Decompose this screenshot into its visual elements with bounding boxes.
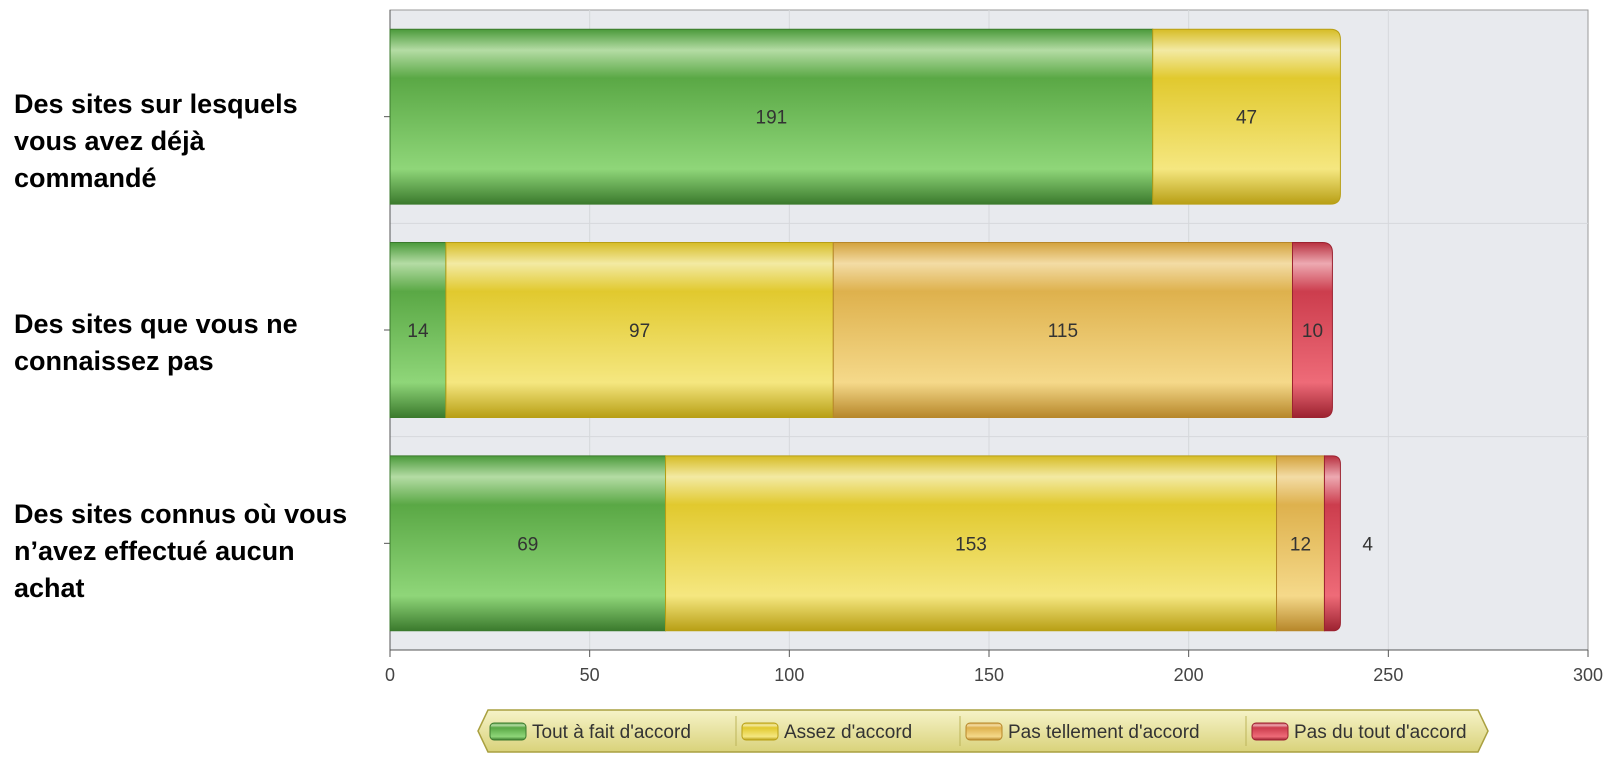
legend-swatch (741, 722, 779, 741)
x-tick-label: 150 (974, 665, 1004, 685)
bar-value-label: 153 (955, 534, 987, 555)
category-label-3: Des sites connus où vous n’avez effectué… (14, 499, 348, 603)
bar-value-label: 97 (629, 321, 650, 342)
x-tick-label: 300 (1573, 665, 1603, 685)
bar-value-label: 4 (1362, 534, 1373, 555)
bar-value-label: 12 (1290, 534, 1311, 555)
legend-label: Pas tellement d'accord (1008, 722, 1200, 743)
legend-label: Tout à fait d'accord (532, 722, 691, 743)
x-tick-label: 50 (580, 665, 600, 685)
x-tick-label: 0 (385, 665, 395, 685)
bar-segment (1323, 455, 1341, 632)
legend-swatch (489, 722, 527, 741)
legend-label: Assez d'accord (784, 722, 912, 743)
bar-value-label: 10 (1302, 321, 1323, 342)
bar-segment (1291, 242, 1333, 418)
bar-value-label: 115 (1048, 321, 1078, 342)
legend-label: Pas du tout d'accord (1294, 722, 1467, 743)
x-tick-label: 200 (1174, 665, 1204, 685)
bar-value-label: 14 (407, 321, 429, 342)
category-label-2: Des sites que vous ne connaissez pas (14, 309, 298, 376)
category-label-1: Des sites sur lesquels vous avez déjà co… (14, 89, 298, 193)
bar-value-label: 191 (756, 108, 788, 129)
legend-swatch (1251, 722, 1289, 741)
bar-value-label: 47 (1236, 108, 1257, 129)
bar-value-label: 69 (517, 534, 538, 555)
x-tick-label: 100 (774, 665, 804, 685)
x-tick-label: 250 (1373, 665, 1403, 685)
bar-segment (1152, 28, 1341, 205)
legend-swatch (965, 722, 1003, 741)
